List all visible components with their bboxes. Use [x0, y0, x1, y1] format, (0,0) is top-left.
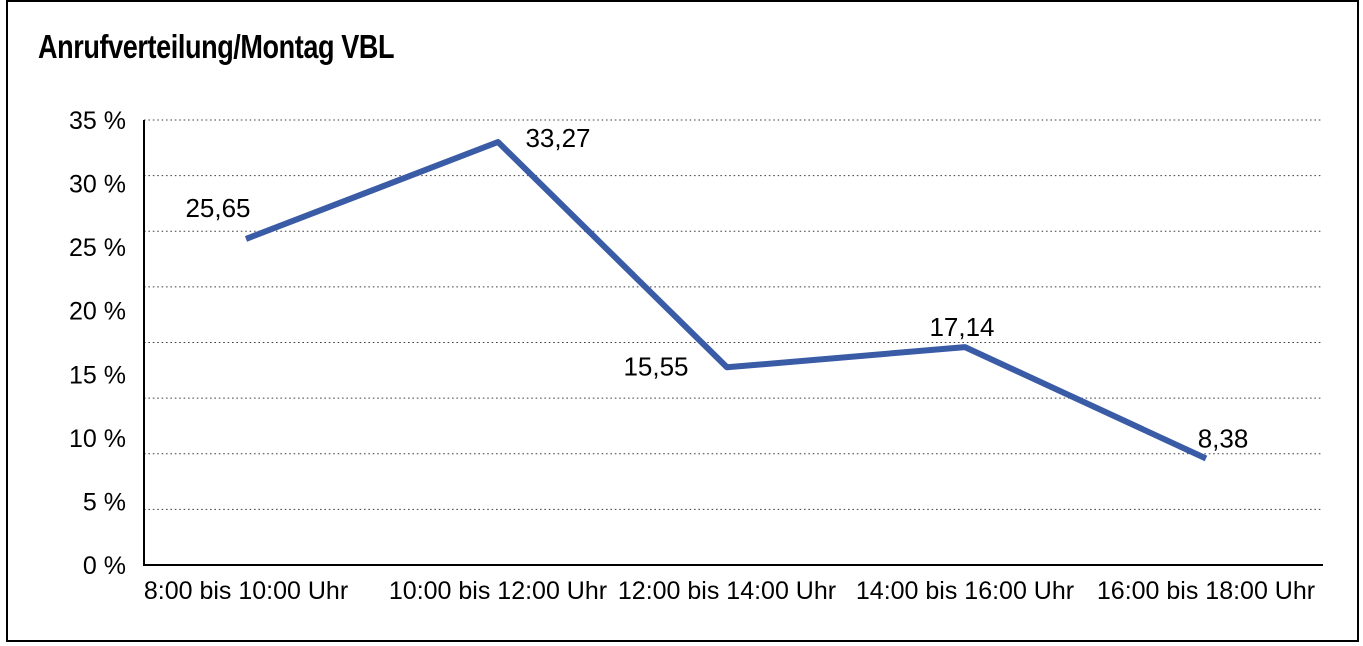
y-tick-label: 15 % — [69, 361, 126, 389]
x-tick-label: 10:00 bis 12:00 Uhr — [389, 577, 607, 605]
chart-title: Anrufverteilung/Montag VBL — [38, 28, 395, 65]
data-point-label: 8,38 — [1198, 423, 1249, 453]
data-point-label: 33,27 — [525, 123, 590, 153]
x-tick-label: 8:00 bis 10:00 Uhr — [144, 577, 348, 605]
x-tick-label: 14:00 bis 16:00 Uhr — [856, 577, 1074, 605]
y-tick-label: 5 % — [83, 488, 126, 516]
y-tick-label: 30 % — [69, 171, 126, 199]
y-tick-label: 25 % — [69, 234, 126, 262]
data-point-label: 15,55 — [623, 351, 688, 381]
data-point-label: 25,65 — [185, 193, 250, 223]
x-tick-label: 16:00 bis 18:00 Uhr — [1097, 577, 1315, 605]
data-point-label: 17,14 — [929, 312, 994, 342]
x-tick-label: 12:00 bis 14:00 Uhr — [618, 577, 836, 605]
y-tick-label: 20 % — [69, 298, 126, 326]
data-series-line — [244, 139, 1208, 462]
y-tick-label: 35 % — [69, 107, 126, 135]
y-tick-label: 0 % — [83, 552, 126, 580]
y-tick-label: 10 % — [69, 425, 126, 453]
